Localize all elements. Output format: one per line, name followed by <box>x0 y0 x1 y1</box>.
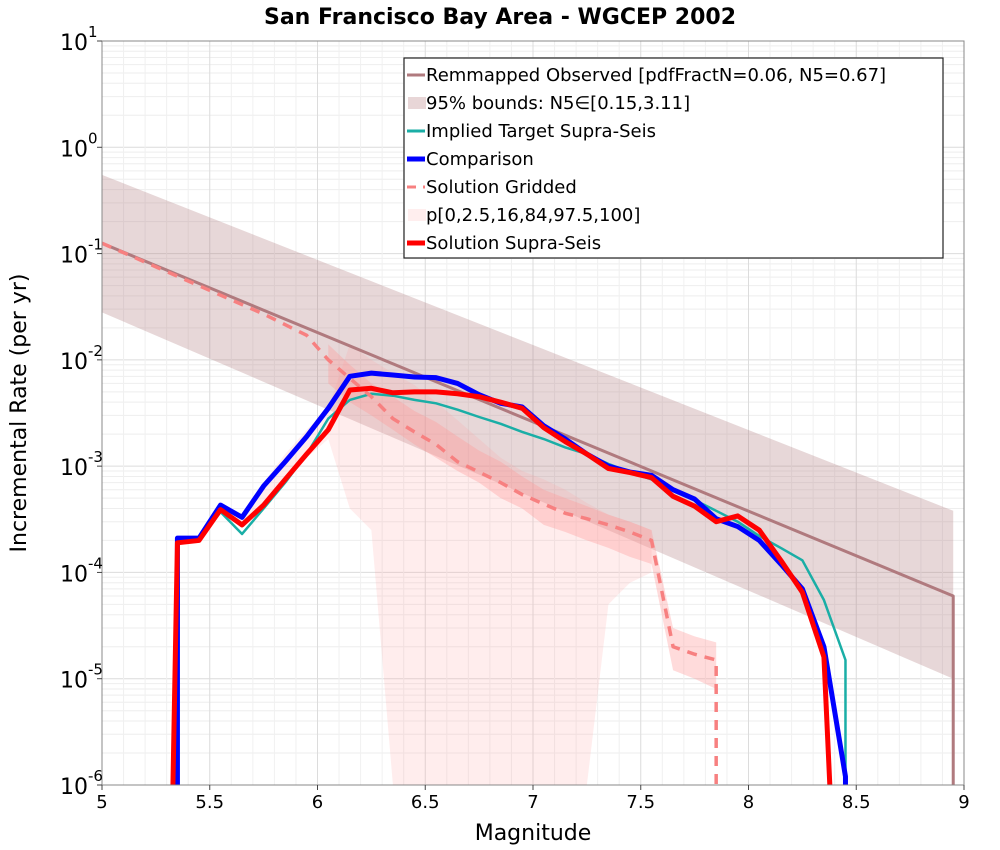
x-tick-label: 5.5 <box>195 792 224 813</box>
y-tick-label: 10-4 <box>60 554 103 587</box>
x-tick-label: 7.5 <box>626 792 655 813</box>
legend-label: Solution Gridded <box>426 177 577 198</box>
y-tick-label: 10-2 <box>60 342 103 375</box>
x-tick-label: 6 <box>312 792 323 813</box>
x-tick-label: 5 <box>96 792 107 813</box>
x-axis-ticks: 5 5.5 6 6.5 7 7.5 8 8.5 9 <box>96 785 970 813</box>
legend-label: Solution Supra-Seis <box>426 233 601 254</box>
x-tick-label: 7 <box>527 792 538 813</box>
legend-label: Implied Target Supra-Seis <box>426 121 656 142</box>
legend-box <box>403 57 944 259</box>
x-tick-label: 8 <box>743 792 754 813</box>
x-tick-label: 9 <box>958 792 969 813</box>
legend-label: 95% bounds: N5∈[0.15,3.11] <box>426 93 690 114</box>
y-tick-label: 100 <box>60 129 98 162</box>
legend-swatch <box>408 97 426 109</box>
y-axis-label: Incremental Rate (per yr) <box>7 274 32 553</box>
series <box>102 241 955 785</box>
chart-title: San Francisco Bay Area - WGCEP 2002 <box>264 5 736 30</box>
bands <box>102 174 954 785</box>
series-line-4 <box>170 385 833 785</box>
legend-swatch <box>408 209 426 221</box>
y-tick-label: 101 <box>60 23 98 56</box>
x-tick-label: 8.5 <box>842 792 871 813</box>
y-tick-label: 10-1 <box>60 236 103 269</box>
band-0 <box>102 174 954 679</box>
y-axis-ticks: 101 100 10-1 10-2 10-3 10-4 10-5 10-6 <box>60 23 103 800</box>
y-tick-label: 10-5 <box>60 661 103 694</box>
series-line-3 <box>102 241 718 785</box>
legend: Remmapped Observed [pdfFractN=0.06, N5=0… <box>403 57 944 259</box>
y-tick-label: 10-3 <box>60 448 103 481</box>
band-1 <box>177 344 652 785</box>
x-tick-label: 6.5 <box>411 792 440 813</box>
legend-label: Remmapped Observed [pdfFractN=0.06, N5=0… <box>426 65 886 86</box>
series-line-0 <box>102 241 955 785</box>
x-axis-label: Magnitude <box>475 821 592 846</box>
y-tick-label: 10-6 <box>60 767 103 800</box>
legend-label: Comparison <box>426 149 534 170</box>
legend-label: p[0,2.5,16,84,97.5,100] <box>426 205 640 226</box>
band-2 <box>328 344 717 690</box>
